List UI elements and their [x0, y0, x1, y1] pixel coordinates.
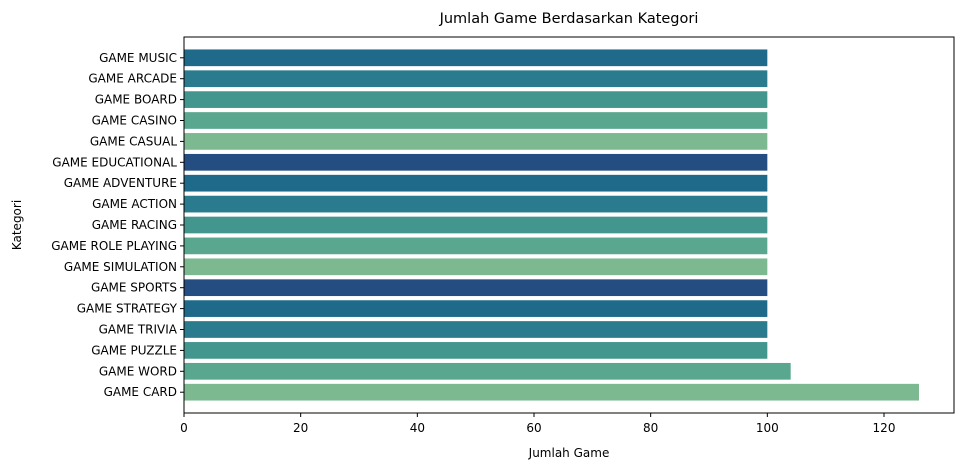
- bar-game-trivia: [184, 321, 768, 338]
- y-tick-label: GAME MUSIC: [99, 51, 177, 65]
- y-tick-label: GAME ROLE PLAYING: [51, 239, 177, 253]
- x-axis-label: Jumlah Game: [528, 446, 610, 460]
- y-tick-label: GAME SPORTS: [91, 281, 177, 295]
- x-tick-label: 120: [873, 421, 896, 435]
- y-tick-label: GAME PUZZLE: [91, 343, 177, 357]
- y-tick-label: GAME ACTION: [92, 197, 177, 211]
- bar-game-puzzle: [184, 342, 768, 359]
- y-tick-label: GAME RACING: [92, 218, 177, 232]
- y-axis-ticks: GAME MUSIC GAME ARCADE GAME BOARD GAME CASI…: [51, 51, 184, 399]
- x-tick-label: 100: [756, 421, 779, 435]
- x-tick-label: 20: [293, 421, 308, 435]
- y-tick-label: GAME ADVENTURE: [64, 176, 177, 190]
- bar-game-role-playing: [184, 237, 768, 255]
- plot-frame: [183, 36, 955, 414]
- bar-game-casino: [184, 112, 768, 129]
- y-tick-label: GAME CARD: [104, 385, 177, 399]
- x-tick-label: 60: [526, 421, 541, 435]
- y-tick-label: GAME STRATEGY: [77, 302, 178, 316]
- y-tick-label: GAME BOARD: [95, 93, 177, 107]
- x-tick-label: 0: [180, 421, 188, 435]
- x-axis-ticks: 0 20 40 60 80 100 120: [180, 413, 895, 435]
- bar-game-educational: [184, 153, 768, 171]
- bar-game-strategy: [184, 300, 768, 317]
- bar-game-racing: [184, 216, 768, 234]
- y-tick-label: GAME CASUAL: [90, 134, 177, 148]
- y-axis-label: Kategori: [10, 200, 24, 250]
- x-tick-label: 40: [410, 421, 425, 435]
- bar-game-word: [184, 362, 791, 380]
- chart-title: Jumlah Game Berdasarkan Kategori: [439, 11, 699, 27]
- bar-game-card: [184, 383, 919, 401]
- bar-game-board: [184, 91, 768, 108]
- y-tick-label: GAME CASINO: [92, 114, 177, 128]
- y-tick-label: GAME EDUCATIONAL: [52, 155, 177, 169]
- bars-group: [184, 49, 919, 401]
- bar-game-simulation: [184, 258, 768, 276]
- bar-game-music: [184, 49, 768, 67]
- bar-game-sports: [184, 279, 768, 297]
- bar-game-action: [184, 195, 768, 213]
- y-tick-label: GAME SIMULATION: [64, 260, 177, 274]
- bar-game-adventure: [184, 174, 768, 192]
- y-tick-label: GAME ARCADE: [88, 72, 177, 86]
- y-tick-label: GAME TRIVIA: [99, 323, 178, 337]
- x-tick-label: 80: [643, 421, 658, 435]
- y-tick-label: GAME WORD: [99, 364, 177, 378]
- bar-game-arcade: [184, 70, 768, 88]
- bar-game-casual: [184, 133, 768, 150]
